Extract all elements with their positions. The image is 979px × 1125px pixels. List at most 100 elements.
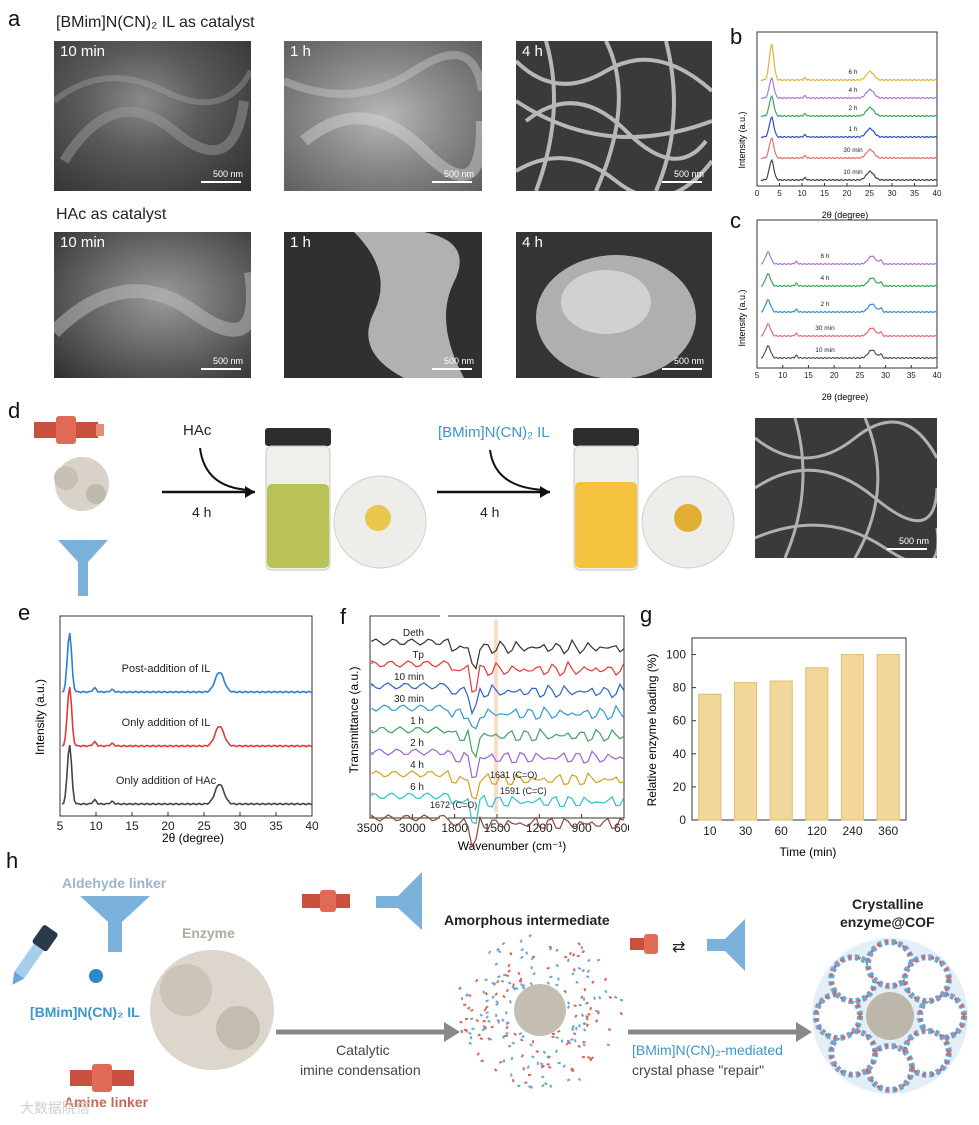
network-segment	[586, 969, 591, 974]
network-segment	[469, 1036, 473, 1040]
scale-bar	[201, 181, 241, 183]
network-segment	[577, 966, 582, 971]
sem-time-label: 10 min	[60, 43, 106, 60]
series-line	[371, 638, 625, 671]
dropper-icon	[12, 925, 58, 985]
network-segment	[498, 1060, 503, 1064]
series-line	[760, 115, 938, 139]
amorphous-label: Amorphous intermediate	[444, 912, 610, 928]
series-label: 10 min	[843, 169, 863, 176]
network-segment	[496, 979, 500, 984]
x-tick-label: 360	[878, 824, 898, 838]
network-segment	[541, 1075, 545, 1078]
panel-d-scheme	[34, 416, 735, 596]
network-segment	[603, 977, 607, 982]
series-label: 6 h	[848, 69, 857, 76]
x-tick-label: 1200	[526, 821, 553, 835]
network-segment	[459, 1020, 463, 1024]
x-tick-label: 15	[804, 371, 813, 380]
series-line	[371, 682, 625, 716]
scale-bar-label: 500 nm	[212, 356, 243, 366]
network-segment	[596, 958, 601, 962]
network-segment	[557, 977, 560, 981]
network-segment	[607, 1028, 612, 1032]
x-tick-label: 10	[703, 824, 717, 838]
network-segment	[582, 1040, 586, 1044]
series-label: 30 min	[843, 147, 863, 154]
network-segment	[566, 958, 570, 963]
network-segment	[468, 1032, 472, 1035]
network-segment	[581, 968, 586, 973]
network-segment	[527, 1073, 532, 1077]
y-axis-label: Intensity (a.u.)	[33, 679, 47, 755]
x-tick-label: 25	[855, 371, 864, 380]
series-line	[371, 814, 625, 849]
network-segment	[505, 988, 510, 993]
equilibrium-icon: ⇄	[630, 919, 745, 971]
network-segment	[530, 966, 533, 970]
x-axis-label: 2θ (degree)	[822, 392, 869, 402]
network-segment	[526, 1065, 530, 1069]
y-tick-label: 60	[673, 714, 687, 728]
network-segment	[606, 1043, 611, 1047]
chart-c: Intensity (a.u.) 2θ (degree) 5 10 15 20 25 30…	[737, 219, 942, 402]
network-segment	[588, 1057, 593, 1062]
bar	[876, 654, 900, 821]
network-segment	[580, 1013, 585, 1018]
x-tick-label: 25	[865, 189, 874, 198]
x-tick-label: 20	[843, 189, 852, 198]
network-segment	[587, 1013, 591, 1016]
network-segment	[549, 975, 553, 978]
network-segment	[556, 1029, 561, 1033]
network-segment	[509, 952, 513, 956]
network-segment	[583, 987, 587, 992]
network-segment	[546, 1055, 550, 1059]
network-segment	[512, 983, 515, 987]
network-segment	[542, 1050, 547, 1055]
cof-pore-ring	[866, 1044, 914, 1092]
x-tick-label: 15	[125, 819, 139, 833]
series-line	[760, 273, 938, 288]
network-segment	[488, 1037, 493, 1041]
network-segment	[555, 983, 559, 987]
x-tick-label: 10	[778, 371, 787, 380]
network-segment	[531, 955, 536, 959]
network-segment	[502, 1059, 506, 1063]
network-segment	[507, 969, 511, 973]
series-label: 4 h	[820, 275, 829, 282]
network-segment	[475, 978, 479, 983]
network-segment	[541, 1083, 545, 1088]
network-segment	[564, 955, 568, 959]
network-segment	[503, 973, 507, 977]
arrow-head	[796, 1022, 812, 1042]
network-segment	[485, 1015, 489, 1019]
network-segment	[485, 1005, 489, 1010]
catalytic-label-2: imine condensation	[300, 1062, 421, 1078]
enzyme-icon	[54, 457, 109, 511]
step2-time: 4 h	[480, 504, 500, 520]
network-segment	[496, 947, 500, 952]
network-segment	[475, 1018, 480, 1023]
y-axis-label: Transmittance (a.u.)	[347, 667, 361, 774]
droplet-icon	[89, 969, 103, 983]
network-segment	[463, 1028, 468, 1032]
network-segment	[594, 1019, 599, 1023]
network-segment	[495, 1002, 499, 1006]
network-segment	[546, 966, 550, 970]
y-tick-label: 80	[673, 681, 687, 695]
aldehyde-linker-label: Aldehyde linker	[62, 875, 167, 891]
network-segment	[492, 982, 497, 986]
watermark: 大数据院信	[20, 1100, 90, 1116]
scale-bar-label: 500 nm	[898, 536, 929, 546]
panel-label-a: a	[8, 6, 21, 31]
y-tick-label: 0	[679, 813, 686, 827]
network-segment	[566, 1078, 571, 1082]
network-segment	[585, 1015, 589, 1018]
network-segment	[585, 1001, 589, 1005]
y-axis-label: Relative enzyme loading (%)	[645, 654, 659, 807]
x-tick-label: 1800	[441, 821, 468, 835]
cof-pore-ring	[814, 992, 862, 1040]
series-line	[760, 43, 938, 82]
sem-image-il-1h: 1 h 500 nm	[284, 41, 482, 191]
x-tick-label: 35	[910, 189, 919, 198]
